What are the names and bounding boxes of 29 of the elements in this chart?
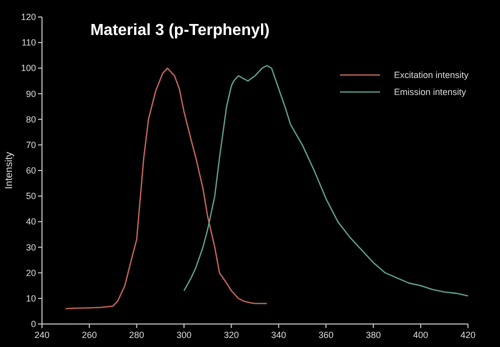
y-tick-label: 30	[26, 242, 36, 252]
x-tick-label: 280	[129, 330, 144, 340]
x-tick-label: 340	[271, 330, 286, 340]
x-tick-label: 300	[176, 330, 192, 340]
x-tick-label: 360	[318, 330, 334, 340]
y-tick-label: 70	[26, 140, 36, 150]
line-series	[183, 64, 469, 297]
y-tick-label: 20	[26, 268, 36, 278]
legend-label: Excitation intensity	[394, 70, 470, 80]
y-tick-label: 60	[26, 166, 36, 176]
y-tick-label: 110	[22, 38, 36, 48]
y-tick-label: 0	[30, 319, 36, 329]
y-tick-label: 10	[26, 293, 36, 304]
y-tick-label: 100	[20, 63, 36, 74]
x-tick-label: 380	[366, 330, 381, 340]
chart-title: Material 3 (p-Terphenyl)	[90, 22, 270, 39]
y-axis-title: Intensity	[4, 152, 15, 190]
y-tick-label: 80	[26, 114, 36, 124]
x-tick-label: 420	[460, 330, 476, 340]
x-tick-label: 260	[82, 330, 97, 340]
y-tick-label: 90	[26, 88, 36, 99]
line-series	[65, 68, 268, 310]
y-tick-label: 120	[20, 12, 36, 22]
y-tick-label: 40	[26, 216, 36, 227]
x-tick-label: 320	[224, 330, 239, 340]
x-tick-label: 400	[413, 330, 428, 340]
x-tick-label: 240	[34, 330, 50, 340]
legend-label: Emission intensity	[394, 87, 467, 97]
y-tick-label: 50	[26, 191, 36, 202]
